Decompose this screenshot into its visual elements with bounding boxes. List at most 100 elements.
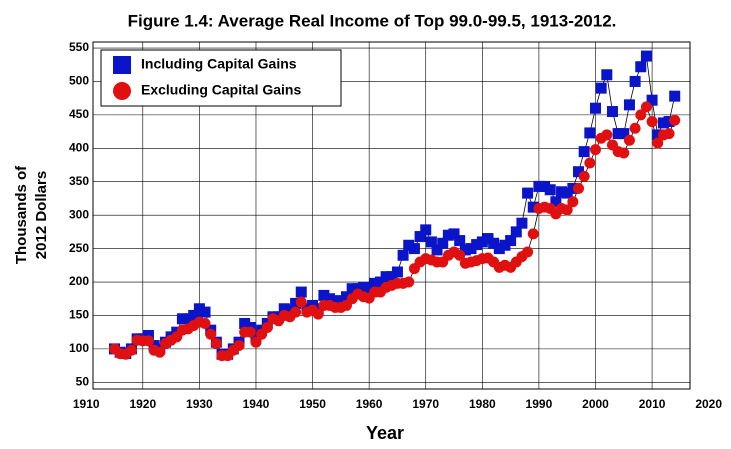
x-tick-label: 2000 <box>582 397 609 411</box>
point <box>182 313 194 325</box>
point <box>635 109 647 121</box>
point <box>635 61 647 73</box>
point <box>663 128 675 140</box>
point <box>556 186 568 198</box>
point <box>420 224 432 236</box>
point <box>329 295 341 307</box>
point <box>657 117 669 129</box>
point <box>199 317 211 329</box>
point <box>346 283 358 295</box>
y-tick-label: 550 <box>69 40 89 54</box>
point <box>386 271 398 283</box>
point <box>573 166 585 178</box>
point <box>250 336 262 348</box>
point <box>210 338 222 350</box>
x-tick-label: 1950 <box>299 397 326 411</box>
point <box>476 236 488 248</box>
point <box>652 129 664 141</box>
point <box>652 137 664 149</box>
legend-marker <box>113 82 131 100</box>
point <box>454 249 466 261</box>
y-tick-label: 300 <box>69 207 89 221</box>
point <box>261 321 273 333</box>
point <box>493 243 505 255</box>
point <box>380 271 392 283</box>
point <box>459 244 471 256</box>
point <box>623 134 635 146</box>
point <box>341 291 353 303</box>
point <box>533 180 545 192</box>
x-tick-label: 1990 <box>526 397 553 411</box>
point <box>629 122 641 134</box>
point <box>374 276 386 288</box>
point <box>618 147 630 159</box>
point <box>471 239 483 251</box>
y-tick-label: 250 <box>69 241 89 255</box>
point <box>290 306 302 318</box>
point <box>244 326 256 338</box>
point <box>397 249 409 261</box>
point <box>290 297 302 309</box>
point <box>646 94 658 106</box>
chart-title: Figure 1.4: Average Real Income of Top 9… <box>128 11 617 30</box>
point <box>391 266 403 278</box>
point <box>369 277 381 289</box>
point <box>640 50 652 62</box>
x-axis-label: Year <box>366 423 404 443</box>
legend-label: Excluding Capital Gains <box>141 82 301 98</box>
point <box>233 340 245 352</box>
x-tick-label: 1980 <box>469 397 496 411</box>
point <box>510 226 522 238</box>
point <box>561 204 573 216</box>
x-tick-label: 2020 <box>695 397 722 411</box>
y-tick-label: 400 <box>69 140 89 154</box>
x-tick-label: 1970 <box>412 397 439 411</box>
point <box>312 308 324 320</box>
point <box>629 75 641 87</box>
y-tick-label: 350 <box>69 174 89 188</box>
point <box>295 296 307 308</box>
point <box>539 180 551 192</box>
point <box>527 201 539 213</box>
point <box>324 293 336 305</box>
point <box>125 344 137 356</box>
point <box>295 286 307 298</box>
point <box>623 99 635 111</box>
point <box>239 317 251 329</box>
point <box>408 243 420 255</box>
point <box>516 217 528 229</box>
point <box>522 187 534 199</box>
point <box>482 233 494 245</box>
point <box>578 170 590 182</box>
point <box>193 303 205 315</box>
point <box>499 239 511 251</box>
point <box>589 102 601 114</box>
point <box>573 182 585 194</box>
point <box>567 182 579 194</box>
point <box>561 187 573 199</box>
x-tick-label: 1910 <box>73 397 100 411</box>
point <box>318 289 330 301</box>
point <box>640 101 652 113</box>
legend-box <box>100 49 342 107</box>
point <box>199 306 211 318</box>
point <box>669 114 681 126</box>
point <box>278 303 290 315</box>
point <box>663 116 675 128</box>
point <box>403 276 415 288</box>
point <box>606 106 618 118</box>
point <box>425 236 437 248</box>
point <box>567 196 579 208</box>
y-tick-label: 500 <box>69 74 89 88</box>
point <box>448 228 460 240</box>
point <box>176 313 188 325</box>
point <box>465 243 477 255</box>
point <box>550 196 562 208</box>
legend-label: Including Capital Gains <box>141 56 297 72</box>
point <box>601 69 613 81</box>
point <box>544 184 556 196</box>
y-axis-label: 2012 Dollars <box>33 171 50 259</box>
point <box>363 286 375 298</box>
y-tick-label: 50 <box>76 374 90 388</box>
